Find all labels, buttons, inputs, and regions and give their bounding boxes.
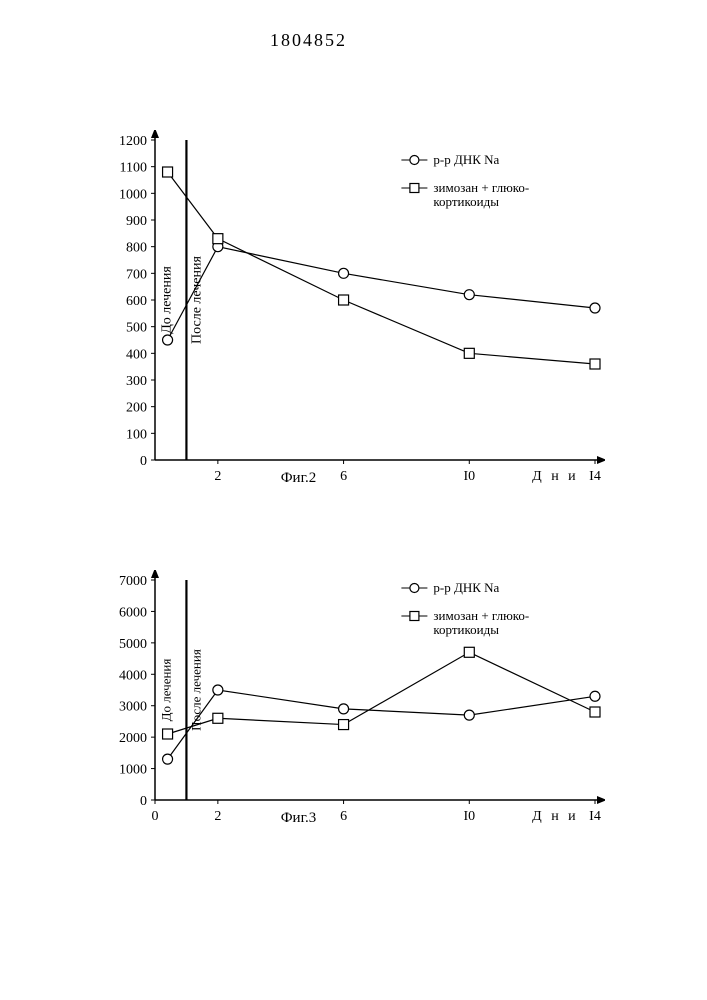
svg-text:0: 0 <box>140 454 147 469</box>
svg-text:3000: 3000 <box>119 700 147 715</box>
svg-text:2000: 2000 <box>119 731 147 746</box>
svg-text:Д н и: Д н и <box>532 469 579 484</box>
svg-text:5000: 5000 <box>119 637 147 652</box>
svg-text:100: 100 <box>126 427 147 442</box>
svg-text:6000: 6000 <box>119 605 147 620</box>
svg-text:До лечения: До лечения <box>160 266 175 334</box>
svg-text:2: 2 <box>214 809 221 824</box>
svg-text:300: 300 <box>126 374 147 389</box>
svg-text:зимозан + глюко-: зимозан + глюко- <box>433 608 529 623</box>
svg-text:Фиг.3: Фиг.3 <box>281 810 317 826</box>
svg-text:1000: 1000 <box>119 187 147 202</box>
chart-fig3: 0 1000 2000 3000 4000 5000 6000 7000 0 2 6 I0 I4 До л… <box>95 570 605 840</box>
svg-text:р-р ДНК Nа: р-р ДНК Nа <box>433 152 499 167</box>
svg-text:0: 0 <box>140 794 147 809</box>
svg-text:1200: 1200 <box>119 134 147 149</box>
svg-text:I4: I4 <box>589 809 601 824</box>
svg-text:900: 900 <box>126 214 147 229</box>
page-number: 1804852 <box>270 30 347 51</box>
svg-text:200: 200 <box>126 401 147 416</box>
svg-text:I0: I0 <box>463 809 475 824</box>
svg-text:зимозан + глюко-: зимозан + глюко- <box>433 180 529 195</box>
svg-text:кортикоиды: кортикоиды <box>433 622 499 637</box>
svg-text:6: 6 <box>340 809 347 824</box>
svg-text:500: 500 <box>126 321 147 336</box>
svg-text:До лечения: До лечения <box>159 659 174 722</box>
svg-text:2: 2 <box>214 469 221 484</box>
svg-text:4000: 4000 <box>119 668 147 683</box>
chart-fig2: 0 100 200 300 400 500 600 700 800 900 1000 1100 1200… <box>95 130 605 500</box>
svg-text:I4: I4 <box>589 469 601 484</box>
svg-text:6: 6 <box>340 469 347 484</box>
svg-text:0: 0 <box>152 809 159 824</box>
svg-text:700: 700 <box>126 267 147 282</box>
svg-text:После лечения: После лечения <box>189 255 204 343</box>
svg-text:кортикоиды: кортикоиды <box>433 194 499 209</box>
svg-text:400: 400 <box>126 347 147 362</box>
svg-text:1000: 1000 <box>119 763 147 778</box>
svg-text:I0: I0 <box>463 469 475 484</box>
svg-text:После лечения: После лечения <box>188 649 203 731</box>
svg-text:Фиг.2: Фиг.2 <box>281 470 317 486</box>
svg-text:Д н и: Д н и <box>532 809 579 824</box>
svg-text:600: 600 <box>126 294 147 309</box>
svg-text:7000: 7000 <box>119 574 147 589</box>
svg-text:1100: 1100 <box>120 161 147 176</box>
svg-text:р-р ДНК Nа: р-р ДНК Nа <box>433 580 499 595</box>
svg-text:800: 800 <box>126 241 147 256</box>
